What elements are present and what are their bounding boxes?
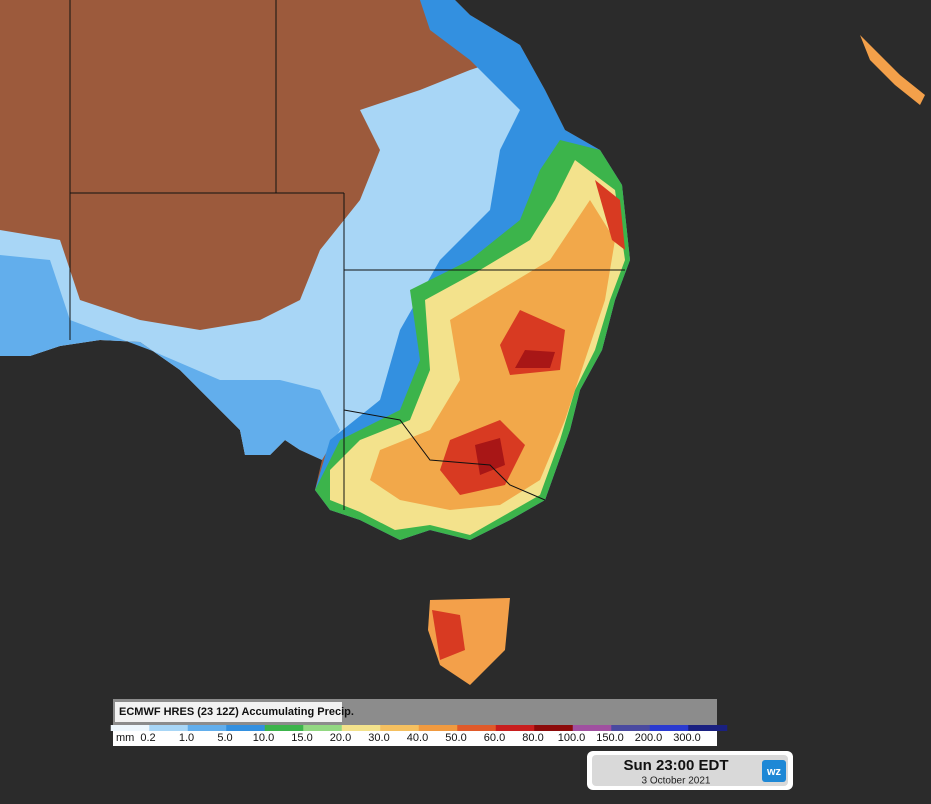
legend-title-box <box>115 702 342 722</box>
timestamp-time: Sun 23:00 EDT <box>623 757 728 774</box>
legend-swatch <box>264 725 304 731</box>
legend-swatch <box>495 725 535 731</box>
legend-label: 80.0 <box>522 732 543 744</box>
legend-swatch <box>380 725 420 731</box>
timestamp-inner <box>592 755 788 786</box>
logo-badge <box>762 760 786 782</box>
state-borders <box>69 0 625 510</box>
legend-swatch <box>572 725 612 731</box>
legend-label: 150.0 <box>596 732 624 744</box>
legend-swatch <box>611 725 651 731</box>
legend-label: 30.0 <box>368 732 389 744</box>
legend-label: 60.0 <box>484 732 505 744</box>
legend-label: 1.0 <box>179 732 194 744</box>
legend-label: 300.0 <box>673 732 701 744</box>
legend-swatch <box>418 725 458 731</box>
legend-label: 40.0 <box>407 732 428 744</box>
legend-swatch <box>534 725 574 731</box>
timestamp-box: Sun 23:00 EDT 3 October 2021 wz <box>587 751 793 790</box>
legend-swatch <box>110 725 150 731</box>
legend-label: 5.0 <box>217 732 232 744</box>
legend-swatch <box>226 725 266 731</box>
legend-label: 15.0 <box>291 732 312 744</box>
legend-label: 0.2 <box>140 732 155 744</box>
legend-label: 20.0 <box>330 732 351 744</box>
legend-swatch <box>149 725 189 731</box>
legend-swatch <box>649 725 689 731</box>
legend-label: 100.0 <box>558 732 586 744</box>
legend-swatches <box>110 725 728 731</box>
legend-swatch <box>688 725 728 731</box>
legend-swatch <box>187 725 227 731</box>
legend-swatch <box>341 725 381 731</box>
legend-labels: 0.2 1.0 5.0 10.0 15.0 20.0 30.0 40.0 50.0 60.0 80.… <box>140 732 700 744</box>
legend-label: 10.0 <box>253 732 274 744</box>
legend-label: 200.0 <box>635 732 663 744</box>
legend: ECMWF HRES (23 12Z) Accumulating Precip.… <box>110 699 728 746</box>
legend-label: 50.0 <box>445 732 466 744</box>
logo-text: wz <box>766 766 782 778</box>
legend-swatch <box>303 725 343 731</box>
legend-unit: mm <box>116 732 134 744</box>
timestamp-date: 3 October 2021 <box>642 776 711 787</box>
legend-swatch <box>457 725 497 731</box>
legend-title: ECMWF HRES (23 12Z) Accumulating Precip. <box>119 706 354 718</box>
